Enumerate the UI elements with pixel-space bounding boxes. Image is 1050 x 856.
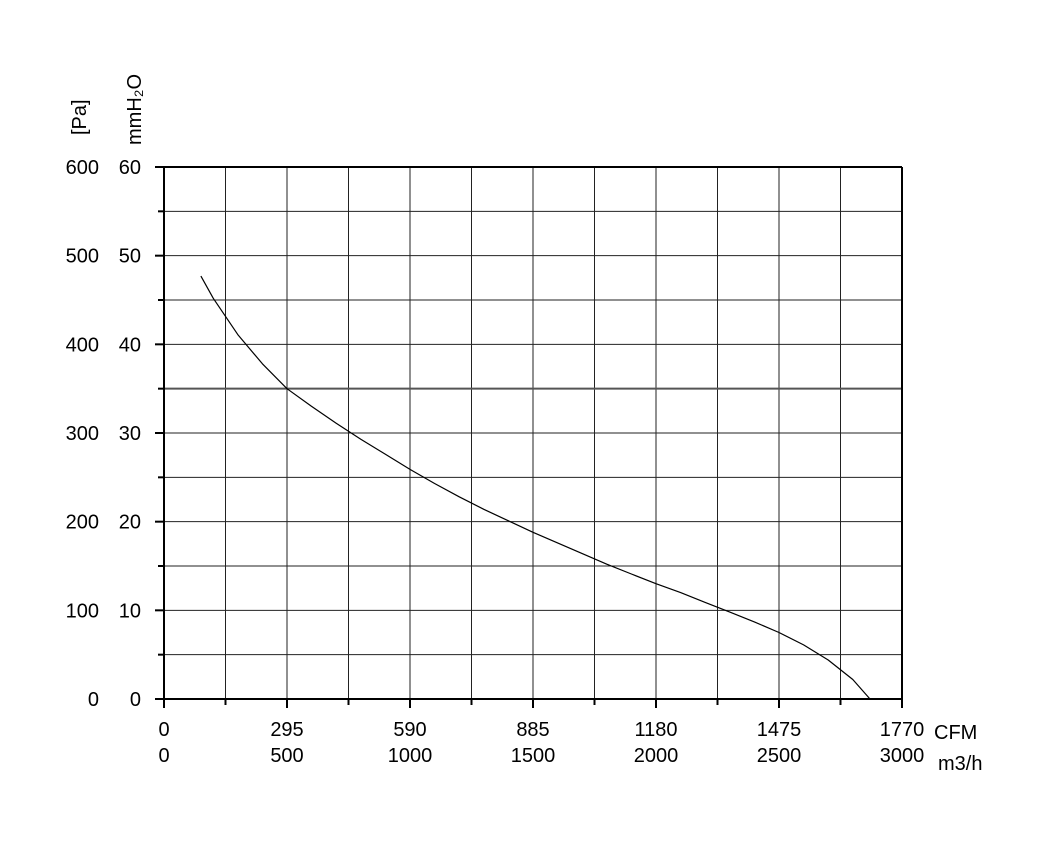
x-tick-label-cfm: 1770: [880, 719, 925, 741]
y-tick-label-pa: 600: [66, 157, 99, 179]
x-unit-label-m3h: m3/h: [938, 753, 982, 775]
y-tick-label-mmh2o: 0: [130, 689, 141, 711]
y-tick-label-pa: 400: [66, 334, 99, 356]
x-tick-label-m3h: 2500: [757, 745, 802, 767]
y-tick-label-pa: 500: [66, 246, 99, 268]
y-tick-label-mmh2o: 50: [119, 246, 141, 268]
x-tick-label-m3h: 1000: [388, 745, 433, 767]
x-tick-label-m3h: 0: [158, 745, 169, 767]
axis-ticks: [155, 166, 903, 708]
x-tick-label-m3h: 3000: [880, 745, 925, 767]
x-unit-label-cfm: CFM: [934, 722, 977, 744]
x-tick-label-m3h: 500: [270, 745, 303, 767]
y-tick-label-pa: 0: [88, 689, 99, 711]
y-unit-label-pa: [Pa]: [69, 99, 91, 135]
x-tick-label-cfm: 885: [516, 719, 549, 741]
tick-labels: 0029550059010008851500118020001475250017…: [66, 157, 925, 767]
y-tick-label-mmh2o: 10: [119, 600, 141, 622]
series-line: [200, 275, 871, 700]
y-tick-label-pa: 200: [66, 512, 99, 534]
x-tick-label-cfm: 0: [158, 719, 169, 741]
x-tick-label-cfm: 1475: [757, 719, 802, 741]
y-tick-label-pa: 300: [66, 423, 99, 445]
x-tick-label-cfm: 1180: [634, 719, 677, 741]
x-tick-label-m3h: 2000: [634, 745, 679, 767]
grid-lines: [164, 166, 903, 699]
x-tick-label-m3h: 1500: [511, 745, 556, 767]
x-tick-label-cfm: 295: [270, 719, 303, 741]
y-tick-label-mmh2o: 60: [119, 157, 141, 179]
y-tick-label-pa: 100: [66, 600, 99, 622]
y-tick-label-mmh2o: 20: [119, 512, 141, 534]
x-tick-label-cfm: 590: [393, 719, 426, 741]
y-tick-label-mmh2o: 40: [119, 334, 141, 356]
y-tick-label-mmh2o: 30: [119, 423, 141, 445]
series: [200, 275, 871, 700]
y-unit-label-mmh2o: mmH₂O: [124, 74, 146, 145]
